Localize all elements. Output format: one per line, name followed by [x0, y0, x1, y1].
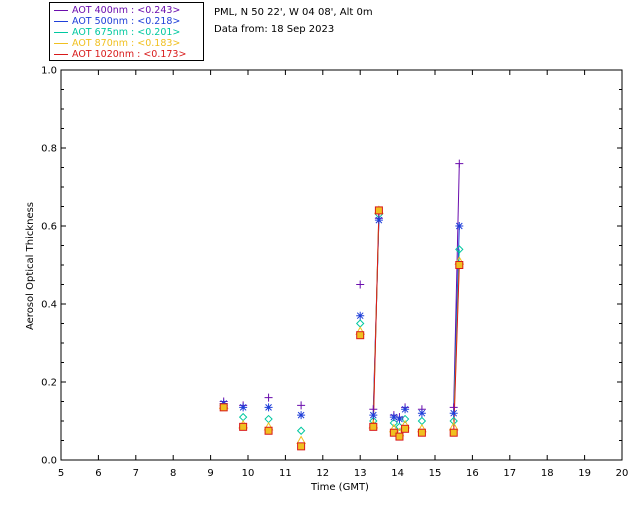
legend-label-400nm: AOT 400nm : <0.243> [72, 5, 181, 16]
series-4-point [239, 422, 248, 431]
series-0-point [356, 280, 365, 289]
y-tick-label: 0.4 [41, 300, 57, 311]
x-tick-label: 12 [316, 468, 329, 479]
x-tick-label: 10 [242, 468, 255, 479]
series-1-point [297, 411, 306, 420]
station-info: PML, N 50 22', W 04 08', Alt 0m [214, 7, 373, 18]
y-tick-label: 0.2 [41, 378, 57, 389]
series-1-point [395, 415, 404, 424]
series-2-point [264, 414, 273, 424]
series-2-point [238, 412, 248, 422]
y-tick-label: 0.6 [41, 222, 57, 233]
data-points [218, 159, 465, 451]
legend-entry-870nm: AOT 870nm : <0.183> [54, 38, 180, 49]
series-4-connector [453, 264, 460, 433]
x-tick-label: 18 [541, 468, 554, 479]
x-tick-label: 11 [279, 468, 292, 479]
y-tick-label: 0.8 [41, 144, 57, 155]
series-2-point [355, 319, 365, 328]
series-0-point [297, 401, 306, 410]
legend-label-870nm: AOT 870nm : <0.183> [72, 38, 181, 49]
x-axis-label: Time (GMT) [310, 482, 369, 493]
legend-swatch-1020nm [54, 54, 68, 55]
x-tick-label: 5 [58, 468, 64, 479]
legend-entry-500nm: AOT 500nm : <0.218> [54, 16, 180, 27]
series-2-point [296, 426, 306, 435]
series-lines [372, 163, 460, 433]
series-4-point [297, 442, 306, 451]
series-4-connector [372, 210, 380, 427]
series-4-point [374, 206, 383, 215]
series-2-point [389, 418, 399, 428]
x-tick-label: 8 [170, 468, 176, 479]
series-4-point [219, 403, 228, 412]
x-tick-label: 17 [503, 468, 516, 479]
series-1-point [374, 216, 383, 225]
x-tick-label: 20 [616, 468, 629, 479]
series-0-point [455, 159, 464, 168]
y-axis-label: Aerosol Optical Thickness [25, 202, 36, 330]
series-1-point [239, 403, 248, 412]
y-tick-label: 1.0 [41, 66, 57, 77]
series-4-point [455, 261, 464, 269]
x-tick-label: 15 [429, 468, 442, 479]
x-tick-label: 19 [578, 468, 591, 479]
legend-swatch-870nm [54, 43, 68, 44]
series-2-point [400, 414, 410, 424]
legend-entry-1020nm: AOT 1020nm : <0.173> [54, 49, 186, 60]
series-4-point [369, 422, 378, 431]
series-1-point [401, 405, 410, 414]
legend-label-500nm: AOT 500nm : <0.218> [72, 16, 181, 27]
x-tick-label: 16 [466, 468, 479, 479]
series-4-point [395, 432, 404, 441]
x-tick-label: 6 [95, 468, 101, 479]
legend-entry-675nm: AOT 675nm : <0.201> [54, 27, 180, 38]
series-1-point [455, 222, 464, 230]
series-2-point [455, 245, 464, 254]
series-2-point [449, 416, 458, 426]
series-1-point [369, 411, 378, 420]
legend-entry-400nm: AOT 400nm : <0.243> [54, 5, 180, 16]
x-tick-label: 14 [391, 468, 404, 479]
series-1-point [449, 409, 458, 418]
series-1-point [356, 311, 365, 320]
legend-label-1020nm: AOT 1020nm : <0.173> [72, 49, 187, 60]
series-4-point [417, 428, 426, 437]
legend: AOT 400nm : <0.243> AOT 500nm : <0.218> … [49, 2, 204, 61]
legend-label-675nm: AOT 675nm : <0.201> [72, 27, 181, 38]
series-1-point [264, 403, 273, 412]
plot-frame [60, 69, 623, 461]
series-4-point [264, 426, 273, 435]
x-tick-label: 9 [207, 468, 213, 479]
series-2-point [417, 416, 427, 426]
y-tick-label: 0.0 [41, 456, 57, 467]
plot-axes: 5 6 7 8 9 10 11 12 13 14 15 16 17 18 19 20 0.0 0.2 0.4 0.6 0… [41, 66, 628, 480]
x-tick-label: 13 [354, 468, 367, 479]
series-4-point [449, 428, 458, 437]
legend-swatch-675nm [54, 32, 68, 33]
legend-swatch-400nm [54, 10, 68, 11]
x-tick-label: 7 [133, 468, 139, 479]
series-1-point [389, 413, 398, 422]
series-4-point [356, 331, 365, 340]
date-info: Data from: 18 Sep 2023 [214, 24, 335, 35]
legend-swatch-500nm [54, 21, 68, 22]
series-0-point [264, 393, 273, 402]
series-4-point [401, 424, 410, 433]
series-1-point [417, 409, 426, 418]
